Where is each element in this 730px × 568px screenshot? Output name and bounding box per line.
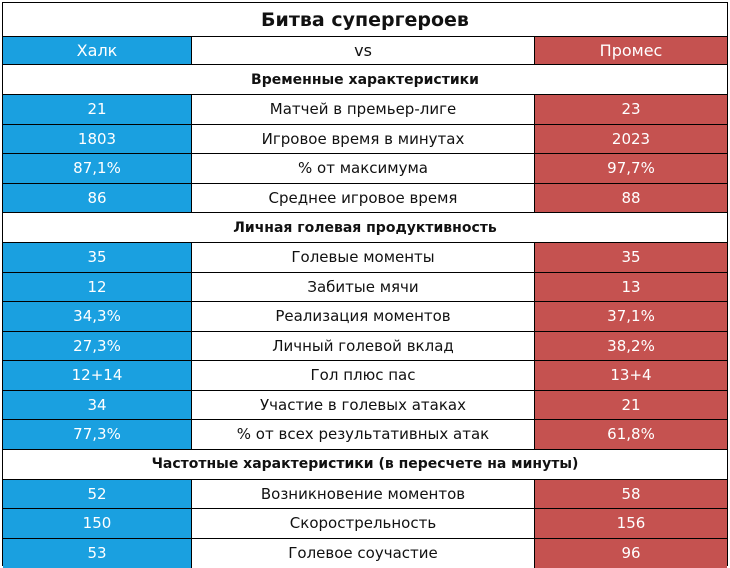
table-row: 27,3% Личный голевой вклад 38,2%	[3, 331, 727, 361]
section-title: Временные характеристики	[251, 71, 479, 88]
right-value: 21	[535, 390, 727, 419]
section-title: Личная голевая продуктивность	[233, 219, 497, 236]
table-row: 86 Среднее игровое время 88	[3, 183, 727, 213]
left-value: 87,1%	[3, 154, 192, 183]
table-row: 87,1% % от максимума 97,7%	[3, 154, 727, 184]
metric-label: Скорострельность	[192, 509, 535, 538]
metric-label: Голевые моменты	[192, 243, 535, 272]
left-value: 34	[3, 390, 192, 419]
table-row: 53 Голевое соучастие 96	[3, 538, 727, 568]
left-value: 21	[3, 95, 192, 124]
section-header: Временные характеристики	[3, 65, 727, 95]
player-right-name: Промес	[535, 37, 727, 64]
right-value: 96	[535, 538, 727, 568]
metric-label: Среднее игровое время	[192, 183, 535, 212]
left-value: 86	[3, 183, 192, 212]
section-header: Частотные характеристики (в пересчете на…	[3, 450, 727, 480]
right-value: 2023	[535, 124, 727, 153]
metric-label: Личный голевой вклад	[192, 331, 535, 360]
left-value: 12+14	[3, 361, 192, 390]
metric-label: Гол плюс пас	[192, 361, 535, 390]
left-value: 27,3%	[3, 331, 192, 360]
table-row: 35 Голевые моменты 35	[3, 243, 727, 273]
left-value: 53	[3, 538, 192, 568]
left-value: 77,3%	[3, 420, 192, 449]
right-value: 61,8%	[535, 420, 727, 449]
right-value: 38,2%	[535, 331, 727, 360]
table-row: 21 Матчей в премьер-лиге 23	[3, 95, 727, 125]
table-row: 12 Забитые мячи 13	[3, 272, 727, 302]
right-value: 13	[535, 272, 727, 301]
right-value: 97,7%	[535, 154, 727, 183]
table-title: Битва супергероев	[261, 8, 469, 31]
title-row: Битва супергероев	[3, 3, 727, 37]
right-value: 13+4	[535, 361, 727, 390]
metric-label: Участие в голевых атаках	[192, 390, 535, 419]
section-title: Частотные характеристики (в пересчете на…	[151, 456, 579, 472]
table-row: 150 Скорострельность 156	[3, 509, 727, 539]
right-value: 35	[535, 243, 727, 272]
left-value: 1803	[3, 124, 192, 153]
left-value: 150	[3, 509, 192, 538]
metric-label: Игровое время в минутах	[192, 124, 535, 153]
left-value: 34,3%	[3, 302, 192, 331]
header-row: Халк vs Промес	[3, 37, 727, 65]
table-row: 52 Возникновение моментов 58	[3, 479, 727, 509]
metric-label: Возникновение моментов	[192, 479, 535, 508]
right-value: 37,1%	[535, 302, 727, 331]
right-value: 58	[535, 479, 727, 508]
metric-label: % от всех результативных атак	[192, 420, 535, 449]
metric-label: Забитые мячи	[192, 272, 535, 301]
table-row: 34,3% Реализация моментов 37,1%	[3, 302, 727, 332]
section-header: Личная голевая продуктивность	[3, 213, 727, 243]
metric-label: Реализация моментов	[192, 302, 535, 331]
metric-label: % от максимума	[192, 154, 535, 183]
versus-label: vs	[192, 37, 535, 64]
right-value: 156	[535, 509, 727, 538]
left-value: 52	[3, 479, 192, 508]
right-value: 88	[535, 183, 727, 212]
right-value: 23	[535, 95, 727, 124]
table-row: 77,3% % от всех результативных атак 61,8…	[3, 420, 727, 450]
player-left-name: Халк	[3, 37, 192, 64]
left-value: 12	[3, 272, 192, 301]
table-row: 12+14 Гол плюс пас 13+4	[3, 361, 727, 391]
metric-label: Голевое соучастие	[192, 538, 535, 568]
table-row: 34 Участие в голевых атаках 21	[3, 390, 727, 420]
metric-label: Матчей в премьер-лиге	[192, 95, 535, 124]
left-value: 35	[3, 243, 192, 272]
table-row: 1803 Игровое время в минутах 2023	[3, 124, 727, 154]
